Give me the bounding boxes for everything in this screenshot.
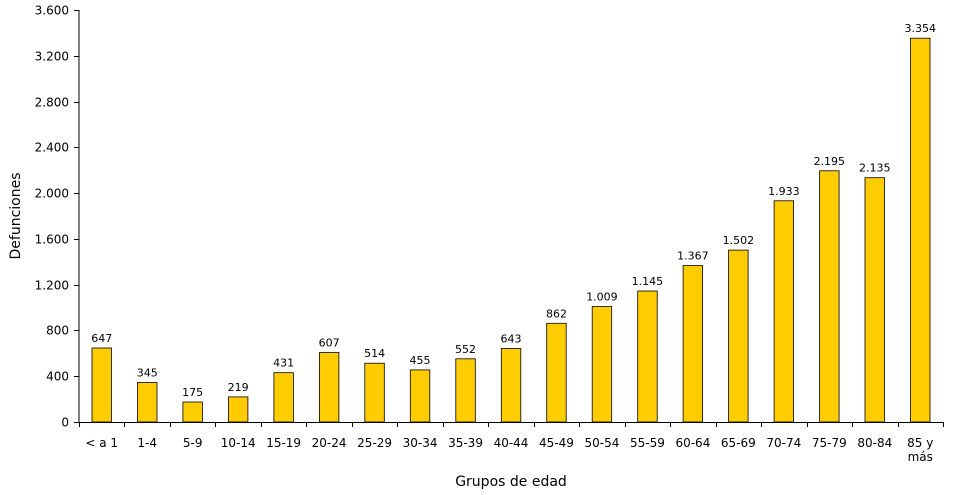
bar xyxy=(865,178,885,422)
y-tick-label: 3.600 xyxy=(35,4,69,18)
data-label: 862 xyxy=(546,307,567,320)
x-axis-title: Grupos de edad xyxy=(455,474,567,490)
x-tick-label: 20-24 xyxy=(312,436,347,450)
bar xyxy=(92,348,112,422)
x-tick-label: 85 y xyxy=(907,436,933,450)
bar xyxy=(183,402,203,422)
data-label: 647 xyxy=(91,332,112,345)
y-tick-label: 2.800 xyxy=(35,96,69,110)
x-axis: < a 1 1-4 5-9 10-14 15-19 20-24 25-29 30-34 35-3… xyxy=(79,422,944,464)
x-tick-label: 65-69 xyxy=(721,436,756,450)
y-tick-label: 400 xyxy=(46,370,69,384)
y-tick-label: 800 xyxy=(46,324,69,338)
y-tick-label: 0 xyxy=(61,416,69,430)
bar xyxy=(911,38,931,422)
bar xyxy=(683,266,703,422)
bar xyxy=(319,353,339,423)
y-tick-label: 2.000 xyxy=(35,187,69,201)
x-tick-label: 40-44 xyxy=(494,436,529,450)
data-label: 643 xyxy=(501,332,522,345)
bar xyxy=(501,348,521,422)
data-label: 2.195 xyxy=(814,155,846,168)
x-tick-label: 30-34 xyxy=(403,436,438,450)
x-tick-label: más xyxy=(908,450,933,464)
data-label: 219 xyxy=(228,381,249,394)
y-axis-title: Defunciones xyxy=(8,172,24,259)
x-tick-label: 25-29 xyxy=(357,436,392,450)
data-label: 431 xyxy=(273,357,294,370)
data-label: 1.145 xyxy=(632,275,664,288)
data-label: 1.009 xyxy=(586,291,618,304)
bar xyxy=(592,307,612,423)
data-label: 2.135 xyxy=(859,162,891,175)
x-tick-label: 35-39 xyxy=(448,436,483,450)
bar xyxy=(729,250,749,422)
bar xyxy=(774,201,794,422)
x-tick-label: 60-64 xyxy=(675,436,710,450)
x-tick-label: 75-79 xyxy=(812,436,847,450)
y-tick-label: 1.200 xyxy=(35,279,69,293)
data-label: 552 xyxy=(455,343,476,356)
x-tick-label: 10-14 xyxy=(221,436,256,450)
data-label: 1.367 xyxy=(677,250,709,263)
data-labels: 647 345 175 219 431 607 514 455 552 643 862 1.009 1.… xyxy=(91,22,936,399)
data-label: 514 xyxy=(364,347,385,360)
x-tick-label: < a 1 xyxy=(85,436,118,450)
data-label: 607 xyxy=(319,337,340,350)
bar xyxy=(820,171,840,422)
data-label: 1.933 xyxy=(768,185,800,198)
data-label: 3.354 xyxy=(905,22,937,35)
bar xyxy=(547,323,567,422)
x-tick-label: 55-59 xyxy=(630,436,665,450)
y-tick-label: 3.200 xyxy=(35,50,69,64)
bar xyxy=(365,363,385,422)
x-tick-label: 15-19 xyxy=(266,436,301,450)
bar xyxy=(410,370,430,422)
y-axis: 0 400 800 1.200 1.600 2.000 2.400 2.800 3.200 3.6… xyxy=(35,4,79,430)
bar xyxy=(138,383,158,423)
x-tick-label: 80-84 xyxy=(857,436,892,450)
x-tick-label: 45-49 xyxy=(539,436,574,450)
x-tick-label: 1-4 xyxy=(137,436,157,450)
y-tick-label: 1.600 xyxy=(35,233,69,247)
bar xyxy=(274,373,294,422)
x-tick-label: 5-9 xyxy=(183,436,203,450)
data-label: 455 xyxy=(410,354,431,367)
bars xyxy=(92,38,930,422)
data-label: 345 xyxy=(137,367,158,380)
bar xyxy=(228,397,248,422)
x-tick-label: 70-74 xyxy=(766,436,801,450)
x-tick-label: 50-54 xyxy=(585,436,620,450)
y-tick-label: 2.400 xyxy=(35,141,69,155)
data-label: 1.502 xyxy=(723,234,755,247)
data-label: 175 xyxy=(182,386,203,399)
bar xyxy=(638,291,658,422)
bar xyxy=(456,359,476,422)
